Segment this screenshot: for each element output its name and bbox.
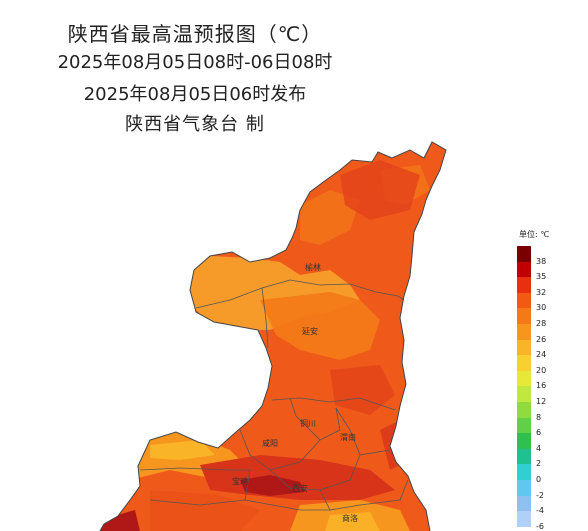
legend-label: -6 xyxy=(536,521,544,531)
boundary-yanan-tongchuan xyxy=(271,397,396,411)
legend-swatch xyxy=(517,324,531,341)
issuer: 陕西省气象台 制 xyxy=(125,114,265,135)
legend-swatch xyxy=(517,495,531,512)
legend-label: -2 xyxy=(536,490,544,500)
legend-label: 16 xyxy=(536,381,547,391)
boundary-shangluo xyxy=(319,479,409,511)
legend-label: 20 xyxy=(536,365,547,375)
legend-swatch xyxy=(517,386,531,403)
boundary-yulin-yanan xyxy=(195,279,405,309)
legend-swatch xyxy=(517,355,531,372)
legend-swatch xyxy=(517,339,531,356)
boundary-south xyxy=(149,499,330,511)
zone-28-30 xyxy=(260,292,380,360)
city-label-xian: 西安 xyxy=(292,483,308,493)
boundary-weinan xyxy=(335,407,391,456)
legend-label: 26 xyxy=(536,334,547,344)
zone-24-south xyxy=(325,512,380,531)
legend-swatch xyxy=(517,402,531,419)
city-label-tongchuan: 铜川 xyxy=(300,418,316,428)
zone-32-central xyxy=(330,365,395,415)
legend-label: 8 xyxy=(536,412,542,422)
legend-label: 30 xyxy=(536,303,547,313)
temperature-fields xyxy=(100,160,430,531)
legend-swatch xyxy=(517,417,531,434)
legend-swatch xyxy=(517,480,531,497)
boundary-baoji xyxy=(139,467,251,501)
legend-swatch xyxy=(517,246,531,263)
zone-24-light xyxy=(150,440,215,460)
legend-swatch xyxy=(517,277,531,294)
legend-label: 38 xyxy=(536,256,547,266)
boundary-yanan-west xyxy=(261,287,269,349)
prefecture-boundaries xyxy=(139,279,409,511)
legend-label: -4 xyxy=(536,506,544,516)
city-label-weinan: 渭南 xyxy=(340,432,356,442)
city-label-yulin: 榆林 xyxy=(305,262,321,272)
legend-label: 24 xyxy=(536,350,547,360)
legend-label: 6 xyxy=(536,428,542,438)
map-title: 陕西省最高温预报图（℃） xyxy=(67,22,323,46)
legend-label: 4 xyxy=(536,443,542,453)
forecast-period: 2025年08月05日08时-06日08时 xyxy=(57,52,333,73)
legend-label: 12 xyxy=(536,397,547,406)
province-outline xyxy=(99,141,447,531)
city-label-shangluo: 商洛 xyxy=(342,513,358,523)
zone-35-38-core xyxy=(240,475,305,496)
zone-32-north xyxy=(340,160,420,220)
legend-label: 28 xyxy=(536,319,547,328)
legend-swatch xyxy=(517,370,531,387)
zone-35-38-west xyxy=(100,510,140,531)
legend-swatch xyxy=(517,448,531,465)
zone-30-south xyxy=(150,490,260,531)
city-label-xianyang: 咸阳 xyxy=(262,438,278,448)
legend-swatch xyxy=(517,261,531,278)
legend-swatch xyxy=(517,292,531,309)
issue-time: 2025年08月05日06时发布 xyxy=(83,84,307,105)
legend-swatch xyxy=(517,433,531,450)
legend-label: 0 xyxy=(536,475,542,484)
legend-label: 2 xyxy=(536,459,542,469)
city-label-yanan: 延安 xyxy=(302,326,318,336)
legend-swatch xyxy=(517,308,531,325)
legend-swatch xyxy=(517,464,531,481)
legend-unit: 单位: ℃ xyxy=(519,230,550,239)
legend-label: 32 xyxy=(536,287,547,297)
city-label-baoji: 宝鸡 xyxy=(232,476,248,486)
legend-swatch xyxy=(517,511,531,528)
legend-label: 35 xyxy=(536,272,547,282)
province-shape xyxy=(100,142,446,531)
